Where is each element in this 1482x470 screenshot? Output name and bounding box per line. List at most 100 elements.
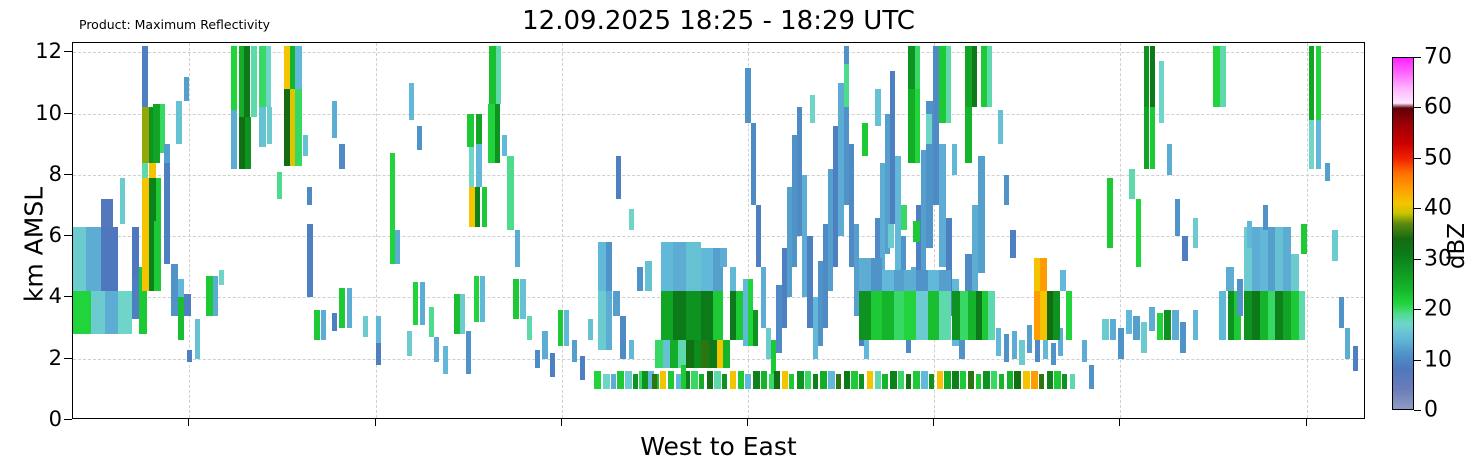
reflectivity-cell [1164, 309, 1171, 341]
reflectivity-cell [362, 315, 368, 338]
reflectivity-cell [1143, 107, 1149, 169]
reflectivity-cell [828, 168, 834, 292]
reflectivity-cell [685, 242, 702, 292]
reflectivity-cell [409, 82, 415, 120]
reflectivity-cell [141, 46, 148, 108]
colorbar-tick-label: 40 [1424, 195, 1452, 221]
reflectivity-cell [259, 107, 266, 148]
reflectivity-cell [171, 263, 178, 316]
reflectivity-cell [729, 291, 737, 341]
reflectivity-cell [184, 76, 190, 102]
reflectivity-cell [259, 46, 266, 108]
reflectivity-cell [771, 340, 777, 375]
reflectivity-cell [283, 88, 291, 166]
x-axis-label: West to East [640, 432, 797, 461]
reflectivity-cell [277, 171, 283, 200]
reflectivity-cell [177, 297, 185, 341]
reflectivity-cell [476, 138, 482, 188]
reflectivity-cell [1244, 291, 1253, 341]
colorbar-tick [1414, 107, 1421, 109]
reflectivity-cell [1031, 370, 1038, 390]
colorbar-title: dBZ [1444, 222, 1470, 270]
reflectivity-cell [932, 46, 940, 206]
reflectivity-cell [773, 370, 781, 390]
reflectivity-cell [295, 46, 302, 89]
reflectivity-cell [960, 291, 968, 341]
reflectivity-cell [1291, 254, 1299, 292]
reflectivity-cell [971, 205, 979, 304]
reflectivity-cell [781, 248, 787, 329]
reflectivity-cell [163, 162, 170, 264]
reflectivity-cell [644, 260, 653, 292]
reflectivity-cell [1192, 217, 1198, 249]
gridline-vertical [1306, 43, 1308, 418]
colorbar-tick [1414, 410, 1421, 411]
reflectivity-cell [416, 125, 423, 151]
colorbar-tick [1414, 309, 1421, 311]
reflectivity-cell [709, 340, 717, 368]
reflectivity-cell [838, 82, 844, 237]
reflectivity-cell [605, 291, 613, 350]
reflectivity-cell [1236, 279, 1244, 316]
reflectivity-cell [828, 370, 835, 390]
reflectivity-cell [1252, 226, 1260, 292]
reflectivity-cell [331, 101, 337, 138]
reflectivity-cell [85, 226, 102, 292]
reflectivity-cell [822, 223, 829, 329]
colorbar-tick-label: 70 [1424, 44, 1452, 70]
reflectivity-cell [851, 370, 858, 390]
reflectivity-cell [141, 177, 150, 221]
reflectivity-cell [512, 279, 520, 319]
reflectivity-cell [428, 306, 434, 338]
reflectivity-cell [442, 346, 448, 375]
reflectivity-cell [153, 104, 160, 163]
reflectivity-cell [526, 315, 532, 341]
colorbar-tick [1414, 258, 1421, 260]
reflectivity-cell [978, 156, 985, 273]
reflectivity-cell [1332, 229, 1338, 261]
reflectivity-cell [619, 315, 627, 359]
reflectivity-cell [981, 291, 989, 341]
reflectivity-cell [1102, 318, 1109, 341]
reflectivity-cell [714, 370, 721, 390]
reflectivity-cell [1192, 309, 1198, 341]
reflectivity-cell [750, 122, 756, 206]
reflectivity-cell [238, 116, 245, 169]
y-axis-tick [64, 235, 72, 237]
reflectivity-cell [672, 291, 686, 341]
colorbar-tick [1414, 57, 1421, 58]
reflectivity-cell [251, 46, 257, 117]
reflectivity-cell [1324, 162, 1330, 181]
x-axis-tick [1119, 419, 1121, 426]
reflectivity-cell [1283, 226, 1291, 292]
colorbar-tick-label: 60 [1424, 94, 1452, 120]
reflectivity-cell [678, 340, 686, 368]
reflectivity-cell [894, 269, 905, 292]
reflectivity-cell [265, 46, 271, 108]
gridline-horizontal [73, 174, 1364, 176]
reflectivity-cell [952, 291, 960, 341]
reflectivity-cell [804, 370, 812, 390]
reflectivity-cell [1172, 309, 1179, 341]
reflectivity-cell [786, 187, 792, 298]
reflectivity-cell [843, 370, 851, 390]
reflectivity-cell [219, 269, 225, 286]
reflectivity-cell [1033, 257, 1041, 292]
reflectivity-cell [882, 291, 895, 341]
reflectivity-cell [736, 291, 743, 341]
reflectivity-cell [468, 138, 474, 188]
reflectivity-cell [1042, 331, 1048, 359]
reflectivity-cell [230, 46, 238, 111]
reflectivity-cell [1309, 46, 1315, 120]
reflectivity-cell [141, 162, 148, 178]
reflectivity-cell [176, 101, 182, 145]
reflectivity-cell [859, 291, 871, 341]
reflectivity-cell [939, 144, 946, 267]
reflectivity-cell [494, 104, 500, 163]
reflectivity-cell [132, 226, 139, 292]
reflectivity-cell [820, 370, 827, 390]
reflectivity-cell [927, 269, 940, 292]
reflectivity-cell [1291, 291, 1299, 341]
reflectivity-cell [118, 291, 133, 335]
reflectivity-cell [1247, 220, 1253, 249]
